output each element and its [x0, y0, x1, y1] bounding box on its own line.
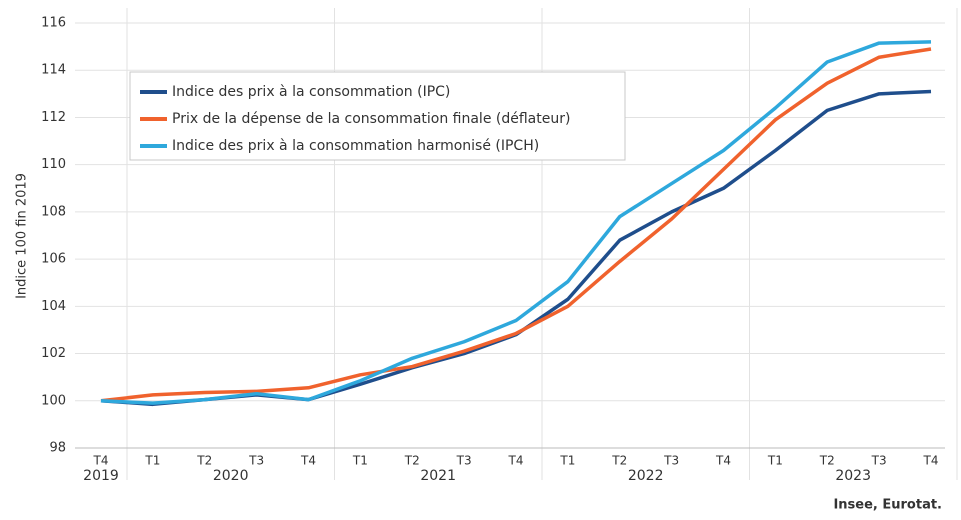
y-tick-label: 104 — [41, 299, 66, 314]
legend-label: Prix de la dépense de la consommation fi… — [172, 111, 570, 127]
y-tick-label: 110 — [41, 157, 66, 172]
x-tick-label: T4 — [715, 454, 731, 468]
y-tick-label: 98 — [49, 441, 66, 456]
y-tick-label: 116 — [41, 16, 66, 31]
x-tick-label: T3 — [871, 454, 887, 468]
y-tick-label: 106 — [41, 252, 66, 267]
x-tick-label: T4 — [300, 454, 316, 468]
x-group-label: 2021 — [420, 468, 456, 484]
x-tick-label: T2 — [819, 454, 835, 468]
x-tick-label: T1 — [352, 454, 368, 468]
legend-label: Indice des prix à la consommation (IPC) — [172, 84, 450, 100]
x-group-label: 2019 — [83, 468, 119, 484]
x-group-label: 2022 — [628, 468, 664, 484]
x-tick-label: T3 — [663, 454, 679, 468]
x-tick-label: T3 — [456, 454, 472, 468]
x-tick-label: T4 — [508, 454, 524, 468]
x-group-label: 2020 — [213, 468, 249, 484]
x-tick-label: T1 — [559, 454, 575, 468]
x-tick-label: T1 — [144, 454, 160, 468]
source: Insee, Eurotat. — [833, 498, 942, 513]
y-tick-label: 102 — [41, 346, 66, 361]
y-axis-label: Indice 100 fin 2019 — [15, 173, 30, 299]
x-tick-label: T2 — [611, 454, 627, 468]
x-group-label: 2023 — [835, 468, 871, 484]
series-line — [100, 40, 932, 405]
x-tick-label: T1 — [767, 454, 783, 468]
legend-box — [129, 71, 626, 161]
y-tick-label: 112 — [41, 110, 66, 125]
legend-label: Indice des prix à la consommation harmon… — [172, 138, 539, 154]
x-tick-label: T4 — [923, 454, 939, 468]
series-line — [100, 47, 932, 403]
x-tick-label: T3 — [248, 454, 264, 468]
y-tick-label: 100 — [41, 393, 66, 408]
x-tick-label: T2 — [196, 454, 212, 468]
x-tick-label: T4 — [93, 454, 109, 468]
x-tick-label: T2 — [404, 454, 420, 468]
y-tick-label: 108 — [41, 204, 66, 219]
y-tick-label: 114 — [41, 63, 66, 78]
